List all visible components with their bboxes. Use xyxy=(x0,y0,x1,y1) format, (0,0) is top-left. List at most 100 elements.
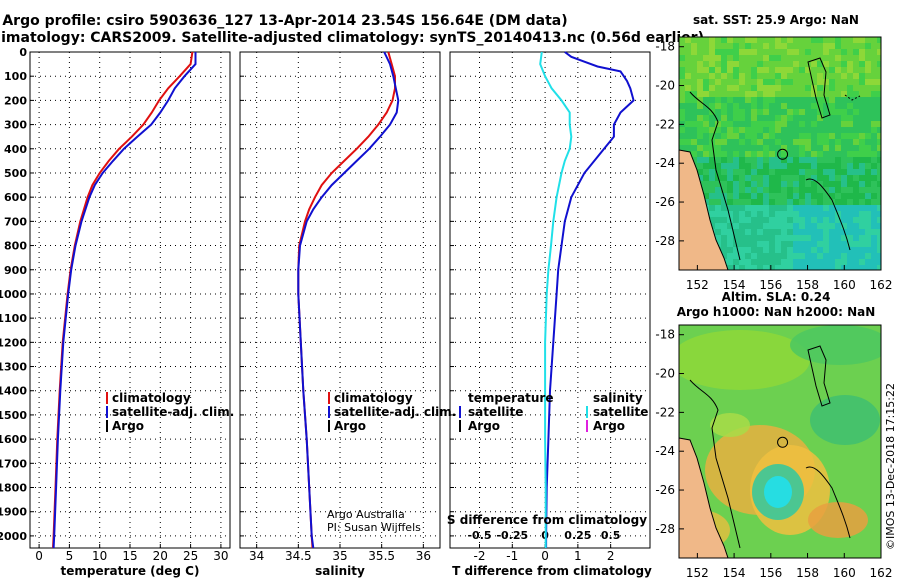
sst-cell xyxy=(733,247,740,254)
map-y-tick-label: -26 xyxy=(655,483,675,497)
salinity-diff-tick-label: 0.25 xyxy=(564,529,591,542)
depth-tick-label: 100 xyxy=(4,70,27,83)
x-tick-label: 36 xyxy=(416,549,431,563)
sst-cell xyxy=(697,55,704,62)
sst-cell xyxy=(871,145,878,152)
sst-cell xyxy=(739,133,746,140)
sst-cell xyxy=(733,175,740,182)
sst-cell xyxy=(823,211,830,218)
sst-cell xyxy=(733,103,740,110)
sst-cell xyxy=(829,175,836,182)
sst-cell xyxy=(865,49,872,56)
sst-cell xyxy=(697,61,704,68)
sst-cell xyxy=(799,259,806,266)
sst-cell xyxy=(679,127,686,134)
salinity-grid xyxy=(240,51,440,548)
sst-cell xyxy=(781,169,788,176)
sst-cell xyxy=(871,97,878,104)
sst-cell xyxy=(691,133,698,140)
sst-cell xyxy=(805,157,812,164)
sst-cell xyxy=(721,73,728,80)
sst-cell xyxy=(787,199,794,206)
sst-cell xyxy=(853,205,860,212)
sst-cell xyxy=(817,97,824,104)
sst-cell xyxy=(721,217,728,224)
sst-cell xyxy=(745,139,752,146)
sst-cell xyxy=(835,55,842,62)
sst-cell xyxy=(697,151,704,158)
sst-cell xyxy=(817,193,824,200)
sst-cell xyxy=(745,253,752,260)
sst-cell xyxy=(829,163,836,170)
sst-cell xyxy=(877,253,881,260)
sst-cell xyxy=(751,211,758,218)
sst-cell xyxy=(745,223,752,230)
sst-cell xyxy=(877,151,881,158)
sst-cell xyxy=(781,253,788,260)
sst-cell xyxy=(751,97,758,104)
sst-cell xyxy=(817,61,824,68)
sst-cell xyxy=(823,127,830,134)
sst-cell xyxy=(853,193,860,200)
sst-cell xyxy=(769,235,776,242)
salinity-diff-tick-label: -0.5 xyxy=(467,529,491,542)
sst-cell xyxy=(799,247,806,254)
sst-cell xyxy=(799,85,806,92)
sst-cell xyxy=(823,133,830,140)
sst-cell xyxy=(823,187,830,194)
sst-cell xyxy=(751,49,758,56)
sst-cell xyxy=(835,259,842,266)
sst-cell xyxy=(763,163,770,170)
sst-cell xyxy=(775,145,782,152)
legend-argo: Argo xyxy=(112,419,144,433)
sst-cell xyxy=(871,91,878,98)
sst-cell xyxy=(733,109,740,116)
sst-cell xyxy=(709,49,716,56)
sst-cell xyxy=(853,265,860,270)
sst-cell xyxy=(769,121,776,128)
sla-anomaly xyxy=(808,502,868,538)
sst-cell xyxy=(781,163,788,170)
sst-cell xyxy=(865,181,872,188)
sst-cell xyxy=(703,97,710,104)
sst-cell xyxy=(805,37,812,44)
sst-cell xyxy=(793,229,800,236)
sst-cell xyxy=(727,115,734,122)
sst-cell xyxy=(769,199,776,206)
sst-cell xyxy=(763,49,770,56)
sst-cell xyxy=(877,241,881,248)
sst-cell xyxy=(817,73,824,80)
sst-cell xyxy=(853,157,860,164)
sst-cell xyxy=(709,37,716,44)
sst-cell xyxy=(727,253,734,260)
sst-cell xyxy=(829,259,836,266)
sst-cell xyxy=(691,121,698,128)
sst-cell xyxy=(799,55,806,62)
sst-cell xyxy=(745,205,752,212)
sst-cell xyxy=(763,37,770,44)
sst-cell xyxy=(841,79,848,86)
sst-cell xyxy=(799,139,806,146)
sst-cell xyxy=(757,97,764,104)
sst-cell xyxy=(817,49,824,56)
sst-cell xyxy=(817,145,824,152)
sst-cell xyxy=(859,151,866,158)
sst-cell xyxy=(709,103,716,110)
sst-cell xyxy=(757,37,764,44)
sst-cell xyxy=(697,109,704,116)
sst-cell xyxy=(703,109,710,116)
sst-cell xyxy=(847,103,854,110)
sst-cell xyxy=(757,139,764,146)
sst-cell xyxy=(757,241,764,248)
sst-cell xyxy=(769,85,776,92)
sst-cell xyxy=(859,49,866,56)
sst-cell xyxy=(787,157,794,164)
sst-cell xyxy=(799,115,806,122)
sst-cell xyxy=(745,193,752,200)
sst-cell xyxy=(733,229,740,236)
sst-cell xyxy=(769,259,776,266)
sst-cell xyxy=(757,67,764,74)
sst-cell xyxy=(847,211,854,218)
sst-cell xyxy=(817,253,824,260)
sst-cell xyxy=(745,91,752,98)
